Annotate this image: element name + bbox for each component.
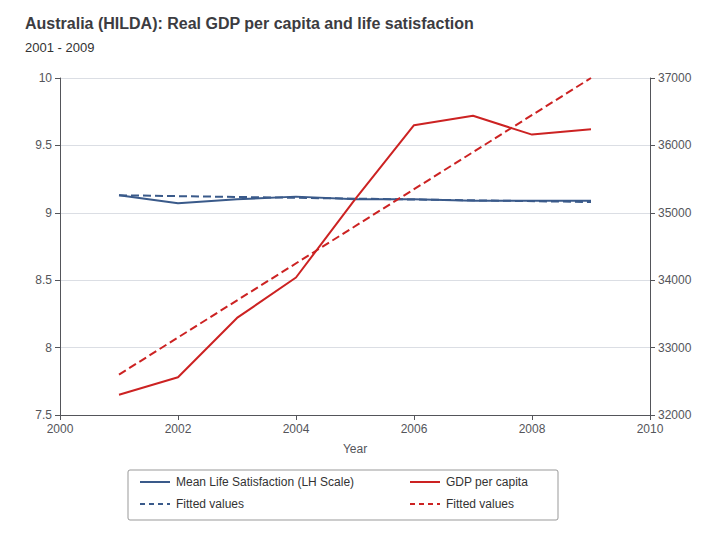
svg-text:10: 10 <box>39 71 53 85</box>
svg-text:2004: 2004 <box>283 422 310 436</box>
svg-text:7.5: 7.5 <box>35 408 52 422</box>
svg-text:Mean Life Satisfaction (LH Sca: Mean Life Satisfaction (LH Scale) <box>176 475 354 489</box>
svg-text:32000: 32000 <box>658 408 692 422</box>
svg-text:8: 8 <box>45 341 52 355</box>
svg-text:2010: 2010 <box>637 422 664 436</box>
svg-text:35000: 35000 <box>658 206 692 220</box>
svg-text:Fitted values: Fitted values <box>446 497 514 511</box>
svg-text:2000: 2000 <box>47 422 74 436</box>
svg-text:Year: Year <box>343 442 367 456</box>
svg-text:34000: 34000 <box>658 273 692 287</box>
svg-text:9: 9 <box>45 206 52 220</box>
svg-text:37000: 37000 <box>658 71 692 85</box>
svg-text:9.5: 9.5 <box>35 138 52 152</box>
svg-text:2001 - 2009: 2001 - 2009 <box>25 40 94 55</box>
svg-text:GDP per capita: GDP per capita <box>446 475 528 489</box>
svg-text:Australia (HILDA): Real GDP pe: Australia (HILDA): Real GDP per capita a… <box>25 15 474 32</box>
svg-text:33000: 33000 <box>658 341 692 355</box>
svg-text:Fitted values: Fitted values <box>176 497 244 511</box>
svg-text:8.5: 8.5 <box>35 273 52 287</box>
svg-text:2006: 2006 <box>401 422 428 436</box>
svg-text:2008: 2008 <box>519 422 546 436</box>
svg-text:36000: 36000 <box>658 138 692 152</box>
svg-text:2002: 2002 <box>165 422 192 436</box>
